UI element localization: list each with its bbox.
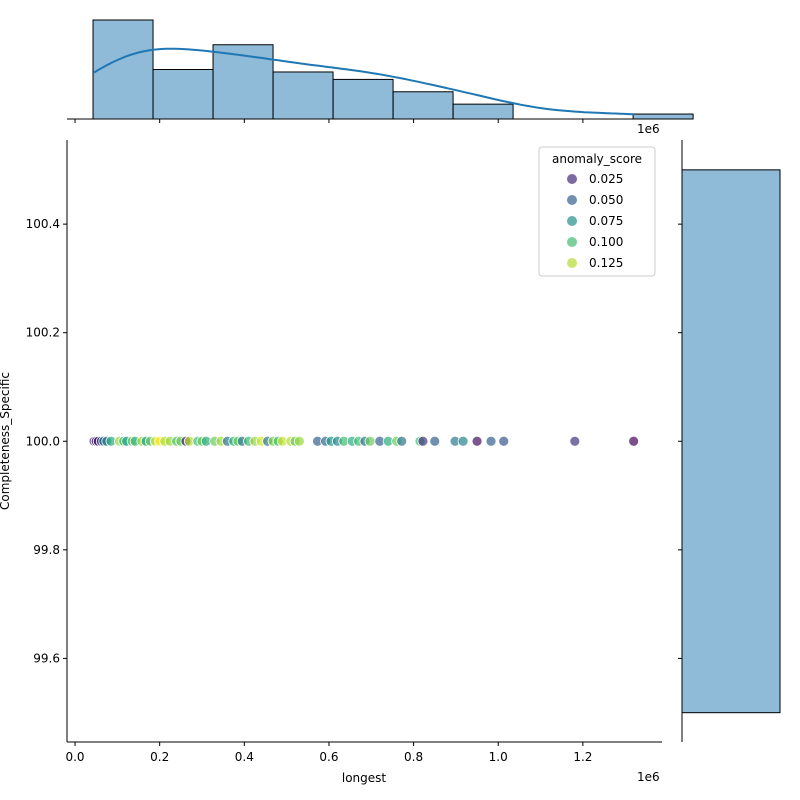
scatter-point — [396, 435, 408, 447]
scatter-point — [364, 435, 376, 447]
scatter-point — [628, 435, 640, 447]
scatter-point — [485, 435, 497, 447]
right-marginal-histogram — [678, 140, 781, 742]
x-tick-label: 1.2 — [573, 750, 592, 764]
histogram-bar — [92, 19, 154, 120]
legend-label: 0.050 — [589, 193, 623, 207]
y-tick-label: 100.4 — [26, 217, 60, 231]
x-offset-label: 1e6 — [637, 770, 660, 784]
scatter-point — [417, 435, 429, 447]
legend-marker — [567, 174, 577, 184]
x-tick-label: 0.4 — [235, 750, 254, 764]
top-offset-label: 1e6 — [637, 122, 660, 136]
y-tick-label: 100.2 — [26, 326, 60, 340]
y-tick-label: 99.6 — [33, 651, 60, 665]
main-scatter-axes: 0.0 0.2 0.4 0.6 0.8 1.0 1.2 99.6 99.8 100.0 100.2 1… — [26, 140, 662, 764]
x-axis-label: longest — [342, 771, 387, 785]
y-tick-label: 100.0 — [26, 434, 60, 448]
top-marginal-histogram — [67, 19, 694, 123]
legend-marker — [567, 258, 577, 268]
scatter-point — [457, 435, 469, 447]
scatter-point — [471, 435, 483, 447]
y-tick-label: 99.8 — [33, 543, 60, 557]
histogram-bar — [272, 71, 334, 120]
legend-label: 0.075 — [589, 214, 623, 228]
histogram-bar — [392, 91, 454, 120]
legend: anomaly_score 0.025 0.050 0.075 0.100 0.125 — [538, 146, 656, 277]
histogram-bar — [152, 69, 214, 120]
x-tick-label: 0.8 — [404, 750, 423, 764]
legend-label: 0.025 — [589, 172, 623, 186]
scatter-point — [498, 435, 510, 447]
x-tick-label: 0.6 — [319, 750, 338, 764]
histogram-bar — [212, 44, 274, 120]
legend-marker — [567, 195, 577, 205]
histogram-bar — [681, 169, 781, 714]
scatter-point — [569, 435, 581, 447]
legend-label: 0.125 — [589, 256, 623, 270]
x-tick-label: 0.0 — [65, 750, 84, 764]
histogram-bar — [332, 78, 394, 120]
legend-marker — [567, 237, 577, 247]
histogram-bar — [452, 103, 514, 120]
legend-label: 0.100 — [589, 235, 623, 249]
legend-title: anomaly_score — [552, 152, 642, 166]
scatter-point — [293, 435, 305, 447]
legend-marker — [567, 216, 577, 226]
x-tick-label: 0.2 — [150, 750, 169, 764]
y-axis-label: Completeness_Specific — [0, 372, 12, 510]
kde-line — [93, 47, 634, 116]
histogram-bar — [632, 113, 694, 120]
x-tick-label: 1.0 — [489, 750, 508, 764]
scatter-point — [429, 435, 441, 447]
